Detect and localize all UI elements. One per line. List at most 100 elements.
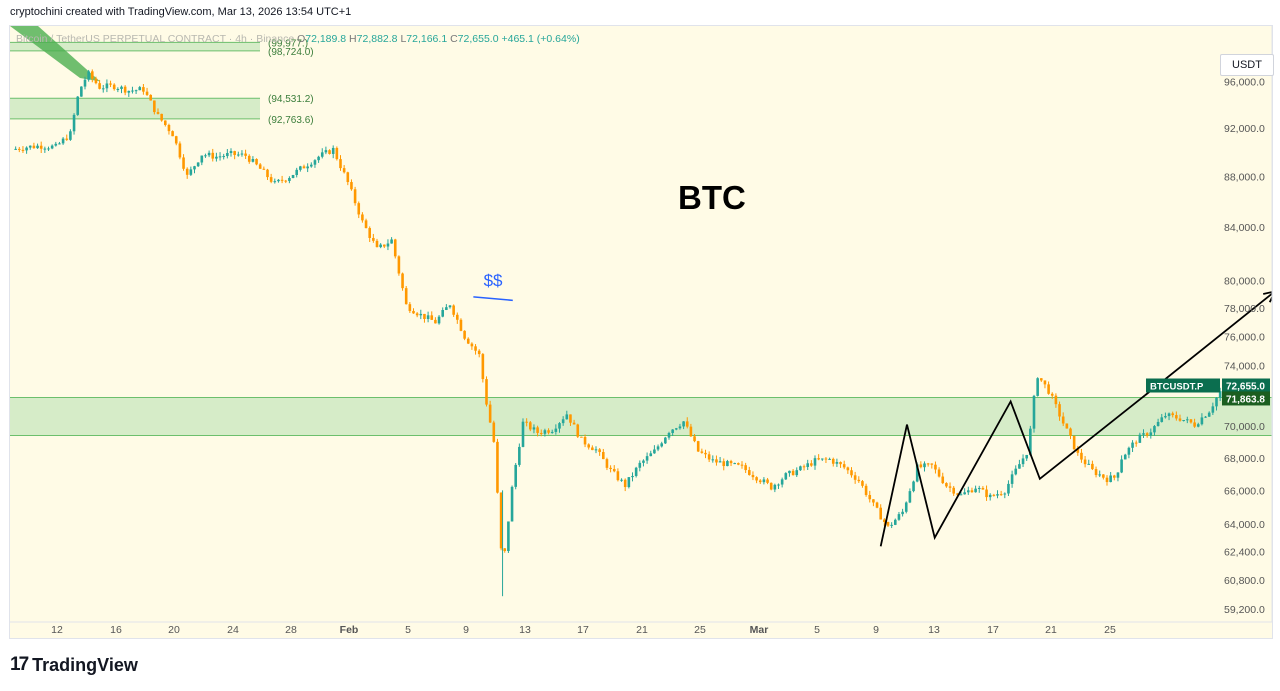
candle: [153, 100, 156, 115]
candle-body: [634, 467, 638, 476]
candle: [963, 488, 966, 495]
candle: [591, 445, 594, 451]
candle: [988, 493, 992, 501]
candle: [704, 449, 707, 459]
candle-body: [342, 168, 346, 173]
chart-area[interactable]: 96,000.0 92,000.0 88,000.0 84,000.0 80,000.0…: [9, 25, 1274, 639]
candle: [992, 493, 996, 497]
candle: [357, 201, 361, 219]
candle: [295, 167, 298, 178]
candle-body: [605, 459, 609, 468]
candle-body: [923, 463, 926, 468]
candle: [653, 445, 656, 454]
candle-body: [1050, 393, 1054, 396]
candle-body: [988, 494, 992, 498]
candle: [1193, 418, 1196, 428]
candle: [379, 243, 382, 249]
candle-body: [963, 492, 966, 495]
y-tick-label: 66,000.0: [1224, 485, 1265, 497]
candle: [50, 144, 54, 150]
x-tick-label: 17: [987, 624, 999, 636]
entry-wedge: [10, 26, 100, 82]
candle: [755, 476, 758, 484]
candle-body: [1080, 452, 1083, 460]
candle-body: [185, 168, 189, 175]
candle: [813, 455, 817, 470]
candle: [299, 165, 302, 172]
candle-body: [1018, 464, 1021, 469]
candle: [671, 429, 674, 437]
candle: [32, 142, 36, 149]
candle: [415, 312, 419, 318]
candle: [1113, 474, 1116, 481]
candle-body: [868, 494, 872, 500]
candle: [696, 440, 700, 453]
candle-body: [587, 444, 590, 448]
candle: [91, 69, 94, 83]
candle: [707, 451, 711, 463]
candle-body: [1218, 391, 1222, 398]
candle: [364, 218, 368, 229]
candle: [342, 165, 346, 174]
candle-body: [14, 148, 17, 150]
candle: [682, 421, 685, 430]
arrow-head: [1263, 291, 1272, 303]
candle-body: [240, 153, 244, 155]
candle-body: [1091, 463, 1094, 470]
candle: [1167, 412, 1171, 421]
candle: [810, 460, 813, 467]
candle-body: [171, 131, 174, 137]
candle-body: [1138, 434, 1142, 443]
candle: [226, 149, 229, 159]
candle: [430, 311, 434, 320]
candle-body: [448, 305, 452, 308]
candle: [536, 425, 539, 437]
candle-body: [926, 463, 930, 465]
y-tick-label: 76,000.0: [1224, 331, 1265, 343]
candle-body: [459, 319, 463, 331]
candle: [313, 159, 317, 168]
candle-body: [1182, 420, 1185, 422]
candle-body: [415, 313, 419, 316]
candle-body: [974, 488, 977, 493]
candle-body: [1116, 472, 1120, 478]
candle-body: [532, 427, 536, 430]
candle: [288, 176, 291, 184]
price-chart[interactable]: 96,000.0 92,000.0 88,000.0 84,000.0 80,000.0…: [10, 26, 1272, 638]
candle-body: [437, 316, 441, 324]
candle: [72, 113, 76, 135]
candle-body: [109, 83, 112, 85]
legend-low: 72,166.1: [406, 33, 450, 45]
tradingview-logo[interactable]: 17 TradingView: [10, 654, 138, 676]
candle-body: [251, 158, 255, 162]
candle: [211, 148, 215, 162]
candle-body: [91, 71, 94, 79]
candle: [258, 163, 262, 169]
candle-body: [474, 346, 477, 351]
candle: [1186, 416, 1189, 424]
candle-body: [335, 147, 339, 160]
candle: [872, 499, 875, 507]
candle-body: [616, 471, 620, 481]
candle-body: [386, 243, 390, 247]
x-tick-label: 9: [463, 624, 469, 636]
y-tick-label: 74,000.0: [1224, 360, 1265, 372]
candle-body: [229, 151, 233, 154]
candle-body: [649, 453, 653, 457]
candle: [207, 150, 211, 158]
candle: [145, 87, 149, 96]
candle: [426, 311, 430, 323]
candle: [751, 471, 755, 481]
currency-selector[interactable]: USDT: [1220, 54, 1274, 76]
liquidity-line: [473, 296, 513, 302]
candle: [598, 448, 601, 456]
candle: [54, 141, 58, 147]
candle-body: [999, 494, 1003, 496]
candle-body: [565, 414, 569, 420]
x-tick-label: 24: [227, 624, 239, 636]
candle-body: [897, 514, 901, 520]
candle-body: [912, 481, 915, 492]
candle: [875, 501, 879, 509]
candle-body: [959, 494, 963, 496]
candle: [842, 460, 846, 470]
